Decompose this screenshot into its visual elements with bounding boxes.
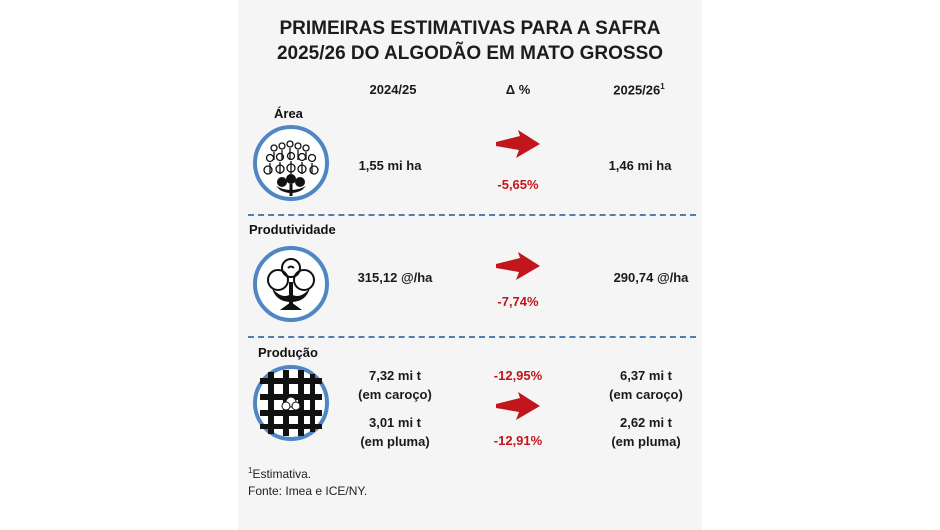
column-header-delta: Δ % [505,82,531,97]
producao-delta-pluma: -12,91% [493,433,543,448]
arrow-right-icon [496,130,540,158]
title-line-2: 2025/26 DO ALGODÃO EM MATO GROSSO [276,43,664,64]
column-header-2024-25: 2024/25 [369,82,417,97]
producao-2025-26-caroco: 6,37 mi t (em caroço) [609,368,683,402]
arrow-right-icon [496,252,540,280]
produtividade-delta-value: -7,74% [497,294,539,309]
produtividade-2025-26-value: 290,74 @/ha [613,270,689,285]
produtividade-2024-25-value: 315,12 @/ha [357,270,433,285]
producao-2024-25-caroco: 7,32 mi t (em caroço) [358,368,432,402]
column-header-2025-26: 2025/261 [613,82,665,98]
footnote-source: Fonte: Imea e ICE/NY. [248,484,368,498]
producao-delta-caroco: -12,95% [493,368,543,383]
producao-2025-26-pluma: 2,62 mi t (em pluma) [611,415,681,449]
footnote-estimativa: 1Estimativa. [248,466,312,481]
area-2025-26-value: 1,46 mi ha [608,158,672,173]
row-label-area: Área [274,106,303,121]
cotton-bale-icon [253,365,329,441]
row-divider [248,214,696,216]
cotton-field-icon [253,125,329,201]
cotton-boll-icon [253,246,329,322]
title-line-1: PRIMEIRAS ESTIMATIVAS PARA A SAFRA [279,18,661,39]
page-title: PRIMEIRAS ESTIMATIVAS PARA A SAFRA 2025/… [238,16,702,66]
row-label-producao: Produção [258,345,318,360]
row-divider [248,336,696,338]
area-2024-25-value: 1,55 mi ha [358,158,422,173]
area-delta-value: -5,65% [497,177,539,192]
row-label-produtividade: Produtividade [249,222,336,237]
arrow-right-icon [496,392,540,420]
producao-2024-25-pluma: 3,01 mi t (em pluma) [360,415,430,449]
